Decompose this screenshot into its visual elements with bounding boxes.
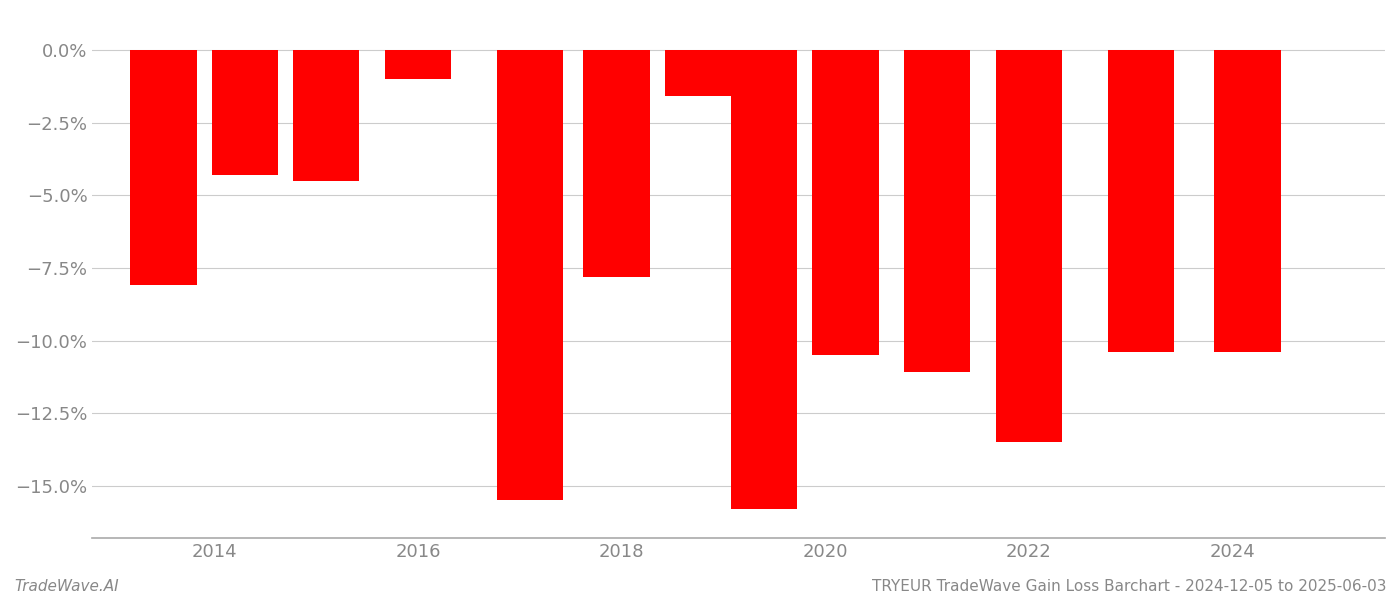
Bar <box>130 50 196 285</box>
Bar <box>812 50 879 355</box>
Text: TradeWave.AI: TradeWave.AI <box>14 579 119 594</box>
Bar <box>385 50 451 79</box>
Text: TRYEUR TradeWave Gain Loss Barchart - 2024-12-05 to 2025-06-03: TRYEUR TradeWave Gain Loss Barchart - 20… <box>871 579 1386 594</box>
Bar <box>1214 50 1281 352</box>
Bar <box>584 50 650 277</box>
Bar <box>904 50 970 373</box>
Bar <box>665 50 731 97</box>
Bar <box>1107 50 1173 352</box>
Bar <box>497 50 563 500</box>
Bar <box>995 50 1061 442</box>
Bar <box>211 50 279 175</box>
Bar <box>293 50 360 181</box>
Bar <box>731 50 797 509</box>
